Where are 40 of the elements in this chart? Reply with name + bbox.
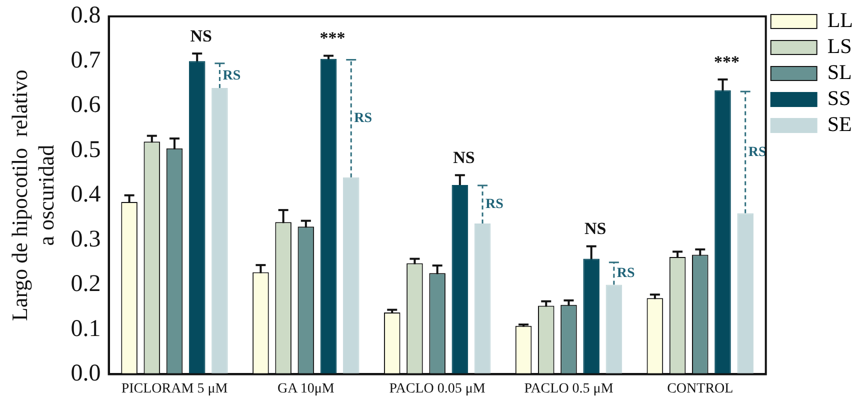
y-tick-label: 0.0 <box>70 360 101 386</box>
y-tick-label: 0.8 <box>70 2 101 29</box>
legend-label: LS <box>827 34 852 58</box>
legend-label: SE <box>827 112 852 136</box>
x-tick-label: PACLO 0.5 μM <box>524 381 614 396</box>
y-tick-label: 0.7 <box>70 47 101 74</box>
y-axis-title: Largo de hipocotilo relativo a oscuridad <box>6 70 58 321</box>
y-tick-label: 0.4 <box>70 182 101 208</box>
y-tick-label: 0.2 <box>70 271 101 298</box>
legend-label: SL <box>827 60 852 84</box>
legend-label: LL <box>827 8 853 32</box>
x-tick-label: GA 10μM <box>277 381 335 396</box>
y-tick-label: 0.3 <box>70 226 101 252</box>
y-tick-label: 0.5 <box>70 136 101 163</box>
annotation: NS <box>584 219 606 238</box>
x-tick-label: PICLORAM 5 μM <box>121 381 228 396</box>
bar <box>188 61 206 374</box>
annotation: RS <box>222 68 241 84</box>
annotation: RS <box>616 266 636 282</box>
annotation: RS <box>748 144 766 160</box>
annotation: *** <box>714 52 740 72</box>
bar <box>320 58 337 374</box>
bar <box>714 90 731 374</box>
annotation: RS <box>354 111 372 126</box>
y-tick-label: 0.6 <box>70 92 101 118</box>
annotation: *** <box>320 28 346 48</box>
bar <box>452 185 468 374</box>
annotation: RS <box>486 197 504 212</box>
bar <box>606 284 622 374</box>
y-tick-label: 0.1 <box>70 316 101 342</box>
annotation: NS <box>190 26 212 46</box>
x-tick-label: CONTROL <box>667 381 734 396</box>
bar <box>342 177 360 374</box>
bar <box>737 213 754 374</box>
bar <box>583 258 600 374</box>
legend-label: SS <box>827 86 851 110</box>
bar <box>474 223 491 374</box>
annotation: NS <box>453 148 475 168</box>
bar <box>212 88 228 374</box>
x-tick-label: PACLO 0.05 μM <box>389 381 486 396</box>
